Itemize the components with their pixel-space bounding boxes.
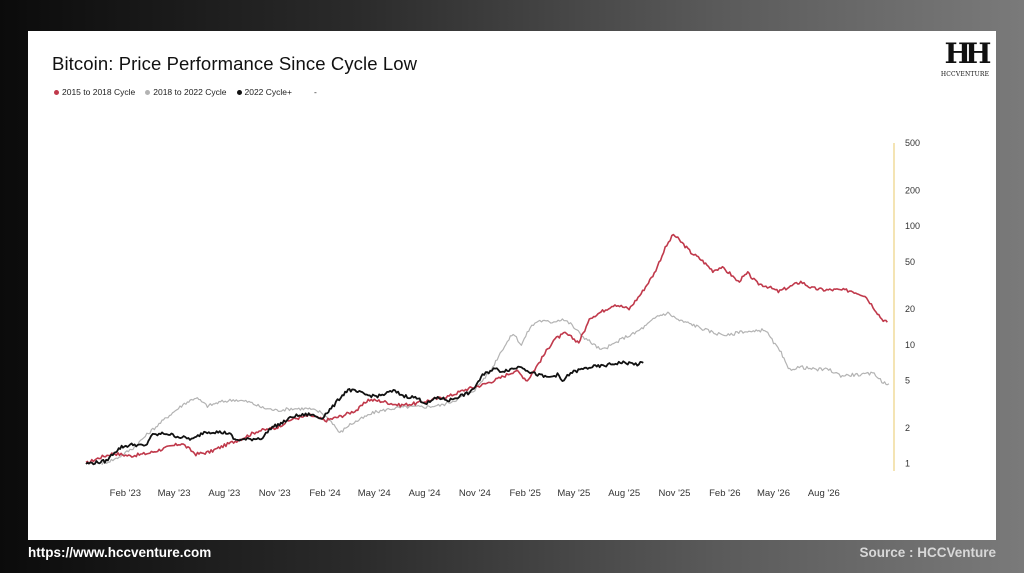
- x-tick-label: Feb '24: [309, 488, 340, 499]
- x-tick-label: Feb '25: [509, 488, 540, 499]
- legend-item-empty[interactable]: -: [314, 87, 317, 97]
- x-tick-label: May '24: [358, 488, 391, 499]
- chart-legend: 2015 to 2018 Cycle 2018 to 2022 Cycle 20…: [54, 87, 317, 97]
- legend-dot-2015: [54, 89, 59, 95]
- website-link[interactable]: https://www.hccventure.com: [28, 545, 212, 560]
- y-tick-label: 10: [905, 340, 915, 350]
- y-tick-label: 20: [905, 304, 915, 314]
- y-tick-label: 200: [905, 185, 920, 195]
- legend-label-empty: -: [314, 87, 317, 97]
- series-line-2022-cycle: [85, 360, 644, 466]
- series-line-2015-cycle: [85, 233, 888, 465]
- x-tick-label: Aug '24: [409, 488, 441, 499]
- y-tick-label: 2: [905, 423, 910, 433]
- legend-item-2022[interactable]: 2022 Cycle+: [236, 87, 293, 97]
- legend-label-2022: 2022 Cycle+: [244, 87, 293, 97]
- source-label: Source : HCCVenture: [859, 545, 996, 560]
- legend-label-2015: 2015 to 2018 Cycle: [62, 87, 136, 97]
- chart-card: Bitcoin: Price Performance Since Cycle L…: [28, 31, 996, 540]
- x-tick-label: Nov '24: [459, 488, 491, 499]
- x-tick-label: Nov '23: [259, 488, 291, 499]
- y-tick-label: 500: [905, 138, 920, 148]
- y-tick-label: 100: [905, 221, 920, 231]
- logo-text: HCCVENTURE: [940, 71, 990, 78]
- legend-label-2018: 2018 to 2022 Cycle: [153, 87, 227, 97]
- hccventure-logo: HH HCCVENTURE: [940, 37, 992, 85]
- price-chart: 1 2 5 10 20 50 100 200 500 Feb '23 May '23 Aug '23 N…: [85, 138, 920, 499]
- legend-dot-2022: [236, 89, 242, 95]
- x-tick-label: May '23: [158, 488, 191, 499]
- x-tick-label: Feb '26: [709, 488, 740, 499]
- legend-item-2015[interactable]: 2015 to 2018 Cycle: [54, 87, 135, 97]
- x-tick-label: May '26: [757, 488, 790, 499]
- x-tick-label: Aug '26: [808, 488, 840, 499]
- x-tick-label: Feb '23: [110, 488, 141, 499]
- y-tick-label: 1: [905, 459, 910, 469]
- x-tick-label: Aug '23: [208, 488, 240, 499]
- legend-item-2018[interactable]: 2018 to 2022 Cycle: [145, 87, 227, 97]
- y-tick-label: 50: [905, 257, 915, 267]
- series-line-2018-cycle: [101, 311, 890, 466]
- x-tick-label: May '25: [557, 488, 590, 499]
- x-tick-label: Nov '25: [659, 488, 691, 499]
- chart-title: Bitcoin: Price Performance Since Cycle L…: [52, 53, 418, 74]
- legend-dot-2018: [145, 89, 151, 95]
- y-tick-label: 5: [905, 376, 910, 386]
- x-tick-label: Aug '25: [608, 488, 640, 499]
- logo-mark-icon: HH: [944, 37, 992, 70]
